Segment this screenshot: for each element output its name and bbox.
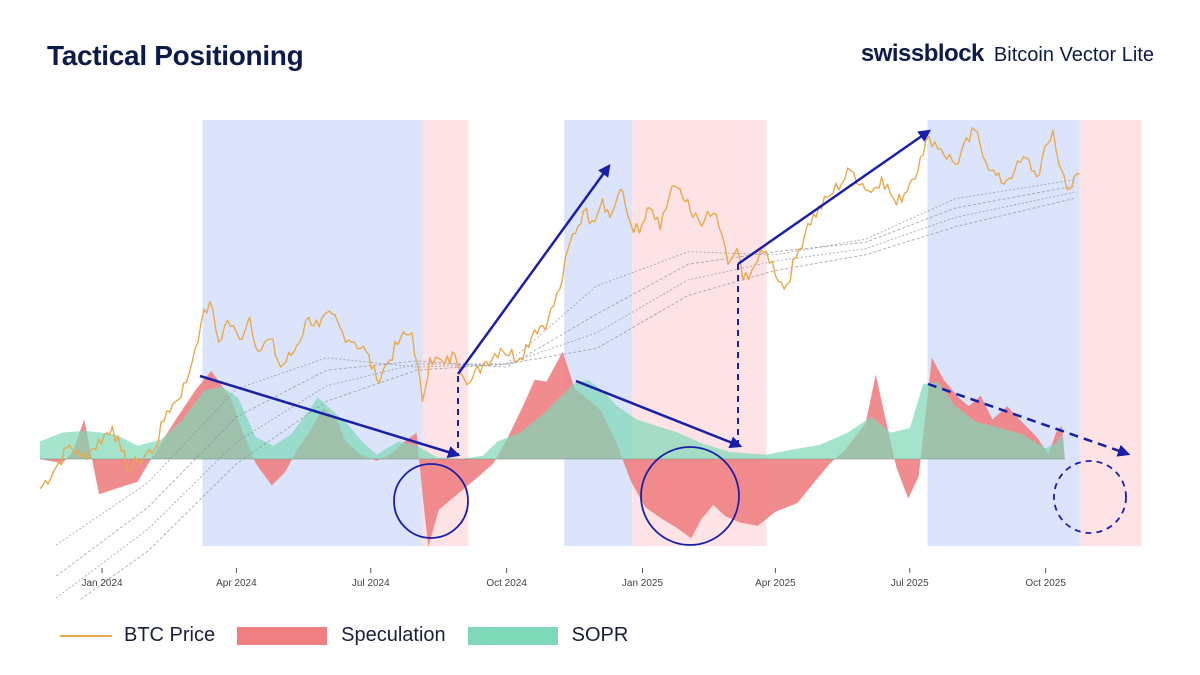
moving-average-3	[55, 191, 1074, 599]
x-tick-label: Oct 2024	[486, 578, 527, 589]
x-tick-label: Jan 2024	[81, 578, 123, 589]
x-tick-label: Jul 2025	[891, 578, 929, 589]
moving-average-2	[55, 185, 1074, 577]
brand: swissblock Bitcoin Vector Lite	[861, 40, 1154, 68]
legend-swatch-sopr	[467, 626, 558, 645]
legend-item-speculation: Speculation	[237, 624, 446, 647]
legend-label-btc-price: BTC Price	[124, 624, 216, 646]
trend-arrow-down-2	[575, 379, 743, 449]
trend-arrow-up-1	[456, 163, 611, 375]
regime-band-blue-3	[564, 120, 633, 546]
highlight-circle-forecast	[1053, 460, 1127, 534]
btc-price-line	[39, 127, 1080, 490]
x-tick-label: Jan 2025	[622, 578, 664, 589]
moving-average-4	[78, 198, 1074, 600]
trend-arrow-up-2	[737, 129, 932, 266]
legend-swatch-btc-price	[60, 634, 112, 637]
legend-label-sopr: SOPR	[571, 624, 629, 646]
regime-band-red-6	[1079, 120, 1142, 546]
x-tick-label: Jul 2024	[352, 578, 390, 589]
highlight-circle-1	[393, 463, 469, 539]
x-tick-label: Oct 2025	[1025, 578, 1066, 589]
trend-arrow-down-1	[199, 374, 461, 459]
x-tick-label: Apr 2024	[216, 578, 257, 589]
regime-band-blue-5	[927, 120, 1080, 546]
legend-swatch-speculation	[237, 626, 328, 645]
x-axis: Jan 2024 Apr 2024 Jul 2024 Oct 2024 Jan 2025…	[81, 568, 1066, 589]
x-tick-label: Apr 2025	[755, 578, 796, 589]
sopr-area	[40, 379, 1065, 459]
trend-arrow-dashed	[927, 382, 1131, 457]
brand-product: Bitcoin Vector Lite	[993, 44, 1154, 66]
page-title: Tactical Positioning	[47, 40, 304, 71]
price-series	[39, 127, 1080, 490]
legend-item-btc-price: BTC Price	[60, 624, 215, 647]
regime-band-blue-1	[202, 120, 423, 546]
moving-averages	[55, 179, 1074, 600]
highlight-circle-2	[640, 446, 740, 546]
annotations	[199, 129, 1131, 546]
chart: Jan 2024 Apr 2024 Jul 2024 Oct 2024 Jan 2025…	[39, 120, 1142, 600]
legend: BTC Price Speculation SOPR	[60, 624, 650, 647]
legend-item-sopr: SOPR	[467, 624, 629, 647]
legend-label-speculation: Speculation	[341, 624, 446, 646]
brand-logo: swissblock	[860, 40, 985, 67]
indicator-areas	[40, 351, 1065, 547]
